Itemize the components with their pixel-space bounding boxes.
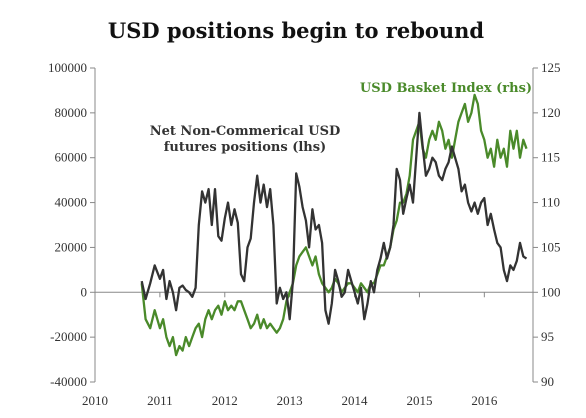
left-y-tick-label: 0 — [81, 284, 88, 299]
right-y-tick-label: 90 — [541, 374, 554, 389]
x-tick-label: 2010 — [82, 393, 108, 408]
x-tick-label: 2014 — [342, 393, 369, 408]
series-positions-line — [140, 111, 528, 325]
left-y-tick-labels: -40000 -20000 0 20000 40000 60000 80000 100000 — [48, 60, 95, 389]
chart-title: USD positions begin to rebound — [108, 18, 485, 43]
right-y-tick-label: 95 — [541, 329, 554, 344]
positions-annotation-line-2: futures positions (lhs) — [164, 140, 326, 155]
left-y-tick-label: -20000 — [50, 329, 87, 344]
series-usd-index-line — [140, 93, 528, 357]
usd-index-annotation: USD Basket Index (rhs) — [360, 81, 532, 96]
right-y-tick-label: 100 — [541, 284, 561, 299]
x-tick-label: 2011 — [147, 393, 173, 408]
right-y-tick-label: 120 — [541, 105, 561, 120]
right-y-tick-label: 125 — [541, 60, 561, 75]
x-tick-labels: 2010 2011 2012 2013 2014 2015 2016 — [82, 292, 498, 408]
left-y-tick-label: -40000 — [50, 374, 87, 389]
right-y-tick-label: 110 — [541, 195, 560, 210]
left-y-tick-label: 100000 — [48, 60, 87, 75]
x-tick-label: 2012 — [212, 393, 238, 408]
x-tick-label: 2016 — [471, 393, 498, 408]
left-y-tick-label: 60000 — [55, 150, 88, 165]
right-y-tick-label: 105 — [541, 239, 561, 254]
left-y-tick-label: 40000 — [55, 195, 88, 210]
left-y-tick-label: 20000 — [55, 239, 88, 254]
x-tick-label: 2013 — [277, 393, 303, 408]
x-tick-label: 2015 — [406, 393, 432, 408]
right-y-tick-labels: 90 95 100 105 110 115 120 125 — [533, 60, 561, 389]
right-y-tick-label: 115 — [541, 150, 560, 165]
left-y-tick-label: 80000 — [55, 105, 88, 120]
positions-annotation-line-1: Net Non-Commerical USD — [150, 124, 340, 139]
